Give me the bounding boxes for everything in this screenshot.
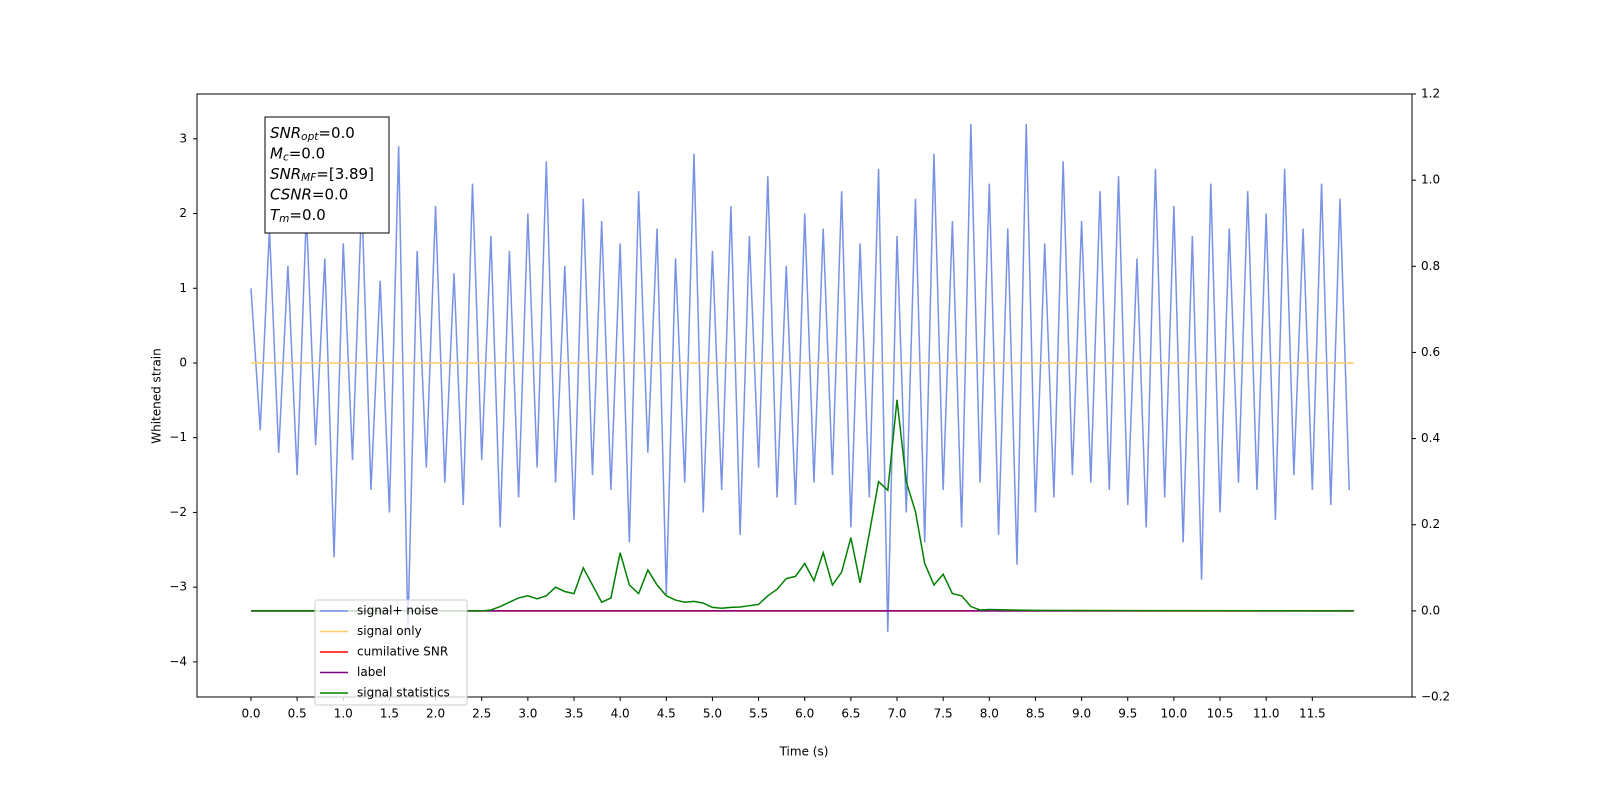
x-tick-label: 0.0 bbox=[241, 707, 260, 721]
annotation-base: T bbox=[270, 206, 281, 224]
x-tick-label: 8.5 bbox=[1026, 707, 1045, 721]
y2-tick-label: 0.6 bbox=[1421, 345, 1440, 359]
y2-tick-label: −0.2 bbox=[1421, 690, 1450, 704]
annotation-base: SNR bbox=[270, 124, 301, 142]
annotation-text: SNRMF=[3.89] bbox=[270, 165, 374, 185]
x-tick-label: 11.0 bbox=[1253, 707, 1280, 721]
annotation-base: SNR bbox=[270, 165, 301, 183]
x-tick-label: 10.5 bbox=[1207, 707, 1234, 721]
legend-label: signal only bbox=[357, 624, 422, 638]
y-tick-label: 1 bbox=[179, 281, 187, 295]
legend-frame bbox=[314, 599, 468, 706]
x-tick-label: 9.5 bbox=[1118, 707, 1137, 721]
y-tick-label: 2 bbox=[179, 206, 187, 220]
series-line bbox=[250, 399, 1354, 612]
annotation-rest: =0.0 bbox=[289, 144, 325, 162]
x-axis-label: Time (s) bbox=[779, 745, 829, 759]
x-tick-label: 7.5 bbox=[934, 707, 953, 721]
y2-tick-label: 1.0 bbox=[1421, 173, 1440, 187]
annotation-text: CSNR=0.0 bbox=[270, 185, 348, 203]
x-tick-label: 4.0 bbox=[611, 707, 630, 721]
y-tick-label: 0 bbox=[179, 355, 187, 369]
annotation-rest: =0.0 bbox=[318, 124, 354, 142]
annotation-rest: =0.0 bbox=[289, 206, 325, 224]
y-tick-label: −3 bbox=[169, 580, 187, 594]
y2-tick-label: 0.8 bbox=[1421, 259, 1440, 273]
y2-tick-label: 1.2 bbox=[1421, 87, 1440, 101]
x-tick-label: 0.5 bbox=[288, 707, 307, 721]
y2-tick-label: 0.2 bbox=[1421, 517, 1440, 531]
x-tick-label: 6.0 bbox=[795, 707, 814, 721]
x-tick-label: 10.0 bbox=[1161, 707, 1188, 721]
annotation-sub: opt bbox=[301, 131, 319, 143]
annotation-rest: =0.0 bbox=[312, 185, 348, 203]
y2-tick-label: 0.4 bbox=[1421, 431, 1440, 445]
x-tick-label: 8.0 bbox=[980, 707, 999, 721]
x-tick-label: 5.0 bbox=[703, 707, 722, 721]
legend-label: label bbox=[357, 665, 386, 679]
x-tick-label: 3.5 bbox=[564, 707, 583, 721]
series-line bbox=[250, 123, 1350, 633]
annotation-sub: m bbox=[279, 213, 289, 225]
annotation-text: Mc=0.0 bbox=[270, 144, 325, 164]
y-tick-label: −4 bbox=[169, 654, 187, 668]
annotation-text: SNRopt=0.0 bbox=[270, 124, 355, 144]
x-tick-label: 5.5 bbox=[749, 707, 768, 721]
annotation-frame bbox=[264, 116, 390, 234]
y-tick-label: −1 bbox=[169, 430, 187, 444]
annotation-sub: MF bbox=[301, 172, 317, 184]
y-axis-label: Whitened strain bbox=[150, 348, 164, 444]
x-tick-label: 6.5 bbox=[841, 707, 860, 721]
annotation-base: CSNR bbox=[270, 185, 312, 203]
legend: signal+ noise signal only cumilative SNR la… bbox=[314, 599, 468, 706]
annotation-rest: =[3.89] bbox=[316, 165, 374, 183]
annotation-sub: c bbox=[283, 152, 289, 164]
x-tick-label: 2.5 bbox=[472, 707, 491, 721]
y-tick-label: −2 bbox=[169, 505, 187, 519]
x-tick-label: 11.5 bbox=[1299, 707, 1326, 721]
x-tick-label: 7.0 bbox=[887, 707, 906, 721]
annotation-text: Tm=0.0 bbox=[270, 206, 326, 226]
legend-label: cumilative SNR bbox=[357, 645, 448, 659]
legend-label: signal statistics bbox=[357, 686, 450, 700]
x-tick-label: 1.5 bbox=[380, 707, 399, 721]
annotation-box: SNRopt=0.0Mc=0.0SNRMF=[3.89]CSNR=0.0Tm=0… bbox=[264, 116, 390, 234]
x-tick-label: 3.0 bbox=[518, 707, 537, 721]
legend-label: signal+ noise bbox=[357, 604, 438, 618]
y-tick-label: 3 bbox=[179, 131, 187, 145]
y2-tick-label: 0.0 bbox=[1421, 603, 1440, 617]
x-tick-label: 2.0 bbox=[426, 707, 445, 721]
x-tick-label: 1.0 bbox=[334, 707, 353, 721]
x-tick-label: 9.0 bbox=[1072, 707, 1091, 721]
annotation-base: M bbox=[270, 144, 283, 162]
x-tick-label: 4.5 bbox=[657, 707, 676, 721]
